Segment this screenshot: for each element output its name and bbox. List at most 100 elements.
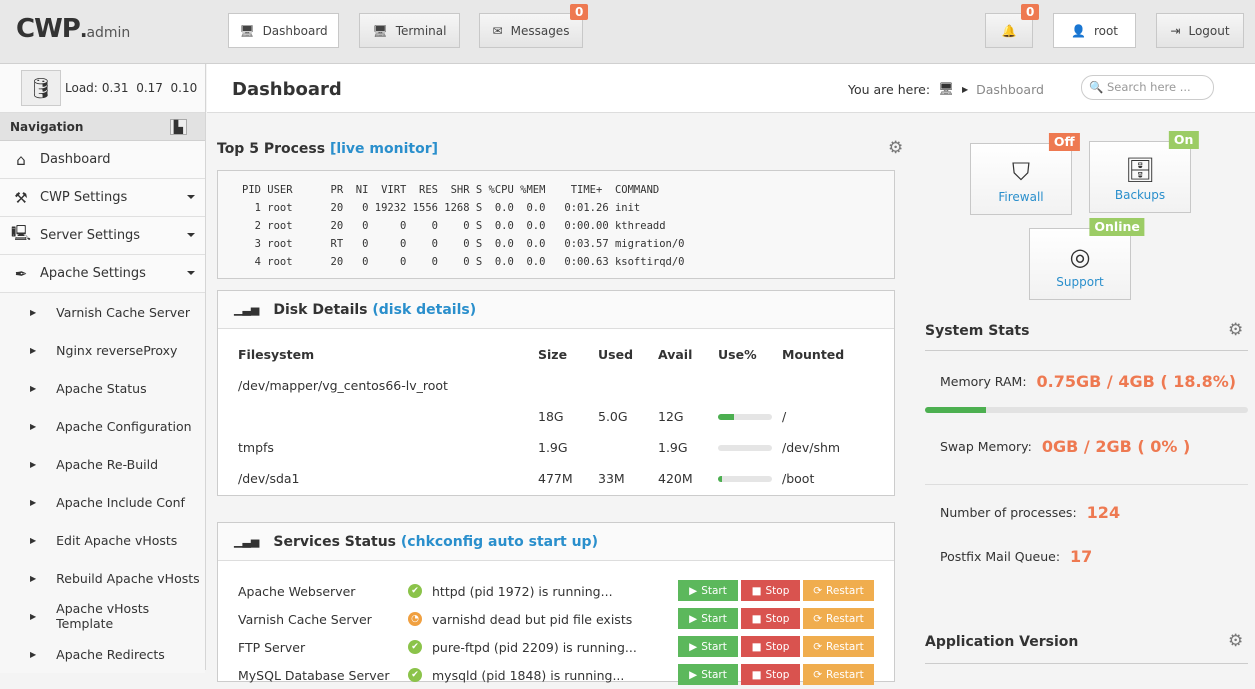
sidebar-subitem[interactable]: ▶ Apache vHosts Template <box>0 597 205 635</box>
play-icon: ▶ <box>689 640 698 653</box>
tile-support[interactable]: ◎ Support <box>1029 228 1131 300</box>
sidebar-subitem[interactable]: ▶ Apache Status <box>0 369 205 407</box>
sidebar-subitem[interactable]: ▶ Varnish Cache Server <box>0 293 205 331</box>
monitor-icon: 🖥 <box>239 23 255 38</box>
stop-button[interactable]: ■ Stop <box>741 636 800 657</box>
home-icon: ⌂ <box>16 150 26 169</box>
sidebar-subitem[interactable]: ▶ Apache Re-Build <box>0 445 205 483</box>
stop-button[interactable]: ■ Stop <box>741 608 800 629</box>
usage-bar <box>718 413 772 420</box>
app-version-title: Application Version <box>925 634 1248 664</box>
filesystem: /dev/mapper/vg_centos66-lv_root <box>238 378 448 393</box>
column-header: Avail <box>658 347 693 362</box>
service-row: MySQL Database Server ✔ mysqld (pid 1848) … <box>238 661 894 689</box>
page-title: Dashboard <box>232 79 342 100</box>
play-icon: ▶ <box>689 612 698 625</box>
caret-right-icon: ▶ <box>30 307 37 317</box>
bell-icon: 🔔 <box>1001 23 1017 38</box>
monitor-icon: 🖥 <box>372 23 388 38</box>
process-output: PID USER PR NI VIRT RES SHR S %CPU %MEM … <box>217 170 895 279</box>
refresh-icon: ⟳ <box>813 584 823 597</box>
chkconfig-link[interactable]: chkconfig auto start up <box>407 533 592 550</box>
size: 1.9G <box>538 440 568 455</box>
caret-down-icon <box>187 271 195 279</box>
stop-button[interactable]: ■ Stop <box>741 664 800 685</box>
tab-dashboard[interactable]: 🖥 Dashboard <box>228 13 339 48</box>
caret-right-icon: ▶ <box>30 383 37 393</box>
layout-toggle-icon[interactable]: ▙ <box>169 118 187 135</box>
caret-right-icon: ▶ <box>30 573 37 583</box>
tile-firewall[interactable]: ⛉ Firewall <box>970 143 1072 215</box>
usage-cell <box>718 401 782 432</box>
live-monitor-link[interactable]: [live monitor] <box>329 141 439 157</box>
disk-details-link[interactable]: (disk details) <box>372 301 477 318</box>
stop-button[interactable]: ■ Stop <box>741 580 800 601</box>
restart-button[interactable]: ⟳ Restart <box>803 608 874 629</box>
status-badge: Online <box>1089 218 1145 236</box>
refresh-icon: ⟳ <box>813 668 823 681</box>
play-icon: ▶ <box>689 668 698 681</box>
usage-cell <box>718 432 782 463</box>
restart-button[interactable]: ⟳ Restart <box>803 636 874 657</box>
tile-backups[interactable]: 🗄 Backups <box>1089 141 1191 213</box>
restart-button[interactable]: ⟳ Restart <box>803 664 874 685</box>
mail-queue-stat: Postfix Mail Queue: 17 <box>940 547 1093 566</box>
gear-icon[interactable]: ⚙ <box>1228 320 1244 340</box>
sidebar-subitem[interactable]: ▶ Nginx reverseProxy <box>0 331 205 369</box>
notifications-badge: 0 <box>1021 4 1040 20</box>
services-panel: ▁▃▅ Services Status (chkconfig auto start… <box>217 522 895 685</box>
disk-table: Filesystem Size Used Avail Use% Mounted /dev/… <box>238 339 862 494</box>
sidebar: 🛢 Load: 0.31 0.17 0.10 Navigation ▙ ⌂ Dash… <box>0 64 206 673</box>
tab-terminal[interactable]: 🖥 Terminal <box>359 13 460 48</box>
memory-stat: Memory RAM: 0.75GB / 4GB ( 18.8%) <box>940 372 1237 391</box>
used: 33M <box>598 471 625 486</box>
logout-button[interactable]: ⇥ Logout <box>1156 13 1244 48</box>
stop-icon: ■ <box>751 640 762 653</box>
user-menu[interactable]: 👤 root <box>1053 13 1136 48</box>
sidebar-subitem[interactable]: ▶ Edit Apache vHosts <box>0 521 205 559</box>
logo[interactable]: CWP.admin <box>16 14 131 44</box>
sidebar-item-server-settings[interactable]: 🖳 Server Settings <box>0 217 205 255</box>
gear-icon[interactable]: ⚙ <box>888 138 904 158</box>
usage-cell <box>718 463 782 494</box>
stop-icon: ■ <box>751 668 762 681</box>
load-label: Load: <box>65 81 98 95</box>
caret-down-icon <box>187 233 195 241</box>
tab-messages[interactable]: ✉ Messages <box>479 13 583 48</box>
sidebar-item-dashboard[interactable]: ⌂ Dashboard <box>0 141 205 179</box>
logout-icon: ⇥ <box>1170 23 1181 38</box>
processes-stat: Number of processes: 124 <box>940 503 1121 522</box>
caret-right-icon: ▶ <box>30 459 37 469</box>
service-status: pure-ftpd (pid 2209) is running... <box>432 639 637 655</box>
gear-icon[interactable]: ⚙ <box>1228 631 1244 651</box>
sidebar-item-apache-settings[interactable]: ✒ Apache Settings <box>0 255 205 293</box>
caret-right-icon: ▶ <box>30 611 37 621</box>
search-input[interactable]: 🔍 Search here ... <box>1081 75 1214 100</box>
sidebar-subitem[interactable]: ▶ Rebuild Apache vHosts <box>0 559 205 597</box>
start-button[interactable]: ▶ Start <box>678 636 738 657</box>
sidebar-item-cwp-settings[interactable]: ⚒ CWP Settings <box>0 179 205 217</box>
filesystem: tmpfs <box>238 440 274 455</box>
database-button[interactable]: 🛢 <box>21 70 61 106</box>
size: 477M <box>538 471 573 486</box>
table-row: tmpfs 1.9G 1.9G/dev/shm <box>238 432 862 463</box>
messages-badge: 0 <box>570 4 589 20</box>
memory-progress <box>925 407 1248 413</box>
check-icon: ✔ <box>408 584 422 598</box>
navigation-header: Navigation ▙ <box>0 113 205 141</box>
sidebar-subitem[interactable]: ▶ Apache Redirects <box>0 635 205 673</box>
start-button[interactable]: ▶ Start <box>678 580 738 601</box>
load-block: 🛢 Load: 0.31 0.17 0.10 <box>0 64 205 113</box>
sidebar-subitem[interactable]: ▶ Apache Configuration <box>0 407 205 445</box>
restart-button[interactable]: ⟳ Restart <box>803 580 874 601</box>
start-button[interactable]: ▶ Start <box>678 608 738 629</box>
service-name: Apache Webserver <box>238 583 356 599</box>
avail: 12G <box>658 409 684 424</box>
start-button[interactable]: ▶ Start <box>678 664 738 685</box>
caret-right-icon: ▶ <box>30 535 37 545</box>
database-icon: 🛢 <box>28 76 54 100</box>
sidebar-subitem[interactable]: ▶ Apache Include Conf <box>0 483 205 521</box>
table-row: /dev/sda1 477M 33M 420M/boot <box>238 463 862 494</box>
stop-icon: ■ <box>751 612 762 625</box>
mounted: / <box>782 409 787 424</box>
